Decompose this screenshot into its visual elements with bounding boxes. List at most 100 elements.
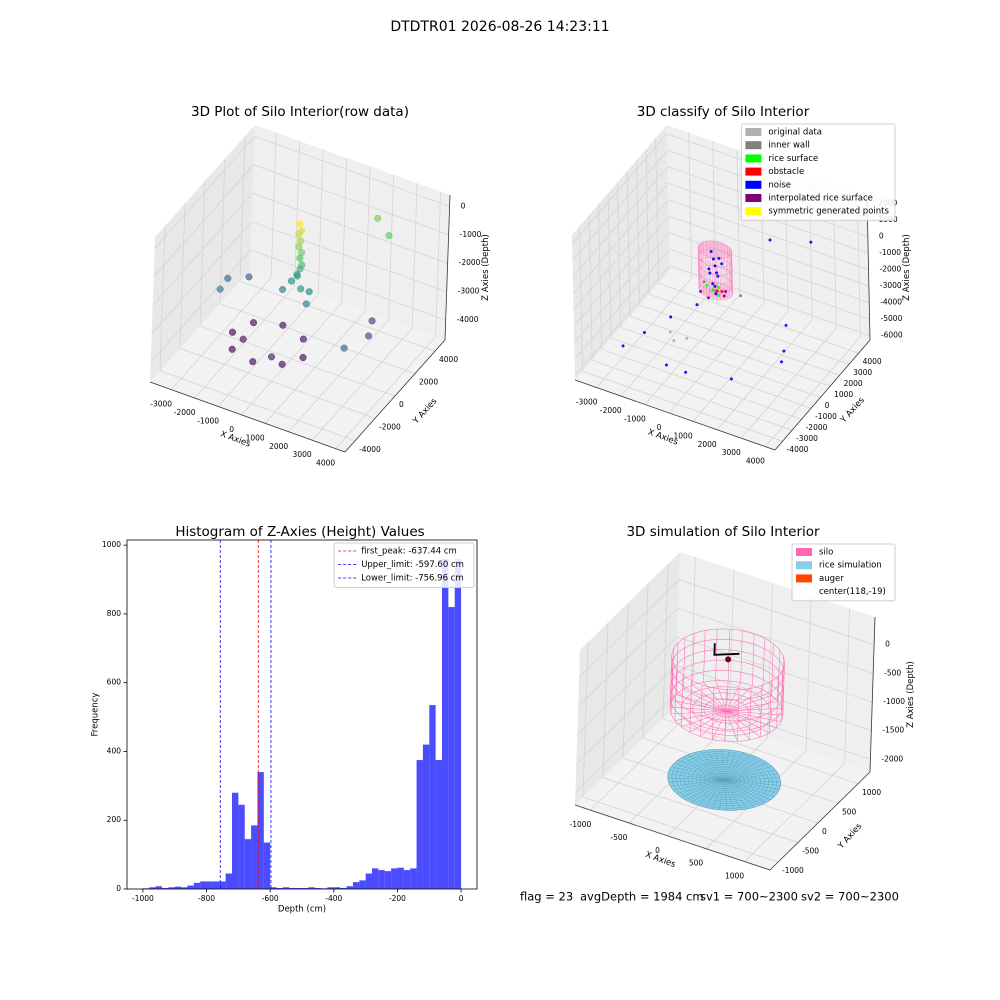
grid-line bbox=[644, 294, 741, 405]
bar bbox=[200, 881, 207, 889]
rice-spoke bbox=[711, 779, 725, 809]
grid-line bbox=[151, 221, 252, 334]
point bbox=[706, 296, 710, 300]
grid-line bbox=[364, 166, 371, 312]
bar bbox=[384, 871, 392, 889]
legend-label: inner wall bbox=[768, 141, 809, 151]
cylinder-edge bbox=[703, 241, 705, 283]
bar bbox=[225, 873, 232, 889]
legend-label: center(118,-19) bbox=[819, 587, 886, 597]
y-axis-label: Frequency bbox=[91, 693, 101, 737]
bar bbox=[193, 882, 201, 889]
grid-line bbox=[582, 796, 779, 863]
grid-line bbox=[179, 203, 186, 349]
bar bbox=[340, 887, 347, 889]
bar bbox=[429, 705, 436, 889]
grid-line bbox=[601, 348, 802, 420]
cylinder-spoke bbox=[681, 710, 727, 728]
z-tick-label: -1000 bbox=[460, 230, 482, 239]
cylinder-spoke bbox=[726, 707, 782, 712]
y-tick-label: -500 bbox=[802, 847, 819, 856]
bar bbox=[346, 886, 353, 889]
bar bbox=[308, 887, 315, 889]
cylinder-edge bbox=[676, 642, 679, 695]
grid-line bbox=[576, 636, 678, 736]
bar bbox=[403, 870, 411, 889]
rice-spoke bbox=[677, 759, 725, 781]
grid-line bbox=[435, 191, 442, 337]
legend-swatch bbox=[745, 194, 762, 202]
rice-spoke bbox=[707, 750, 725, 781]
point bbox=[720, 289, 724, 293]
rice-spoke bbox=[668, 779, 725, 783]
rice-spoke bbox=[704, 779, 725, 808]
bar bbox=[435, 760, 442, 889]
grid-line bbox=[629, 315, 831, 387]
legend-swatch bbox=[745, 180, 762, 189]
grid-line bbox=[668, 215, 870, 287]
legend-box bbox=[333, 542, 475, 588]
cylinder-ring bbox=[697, 248, 733, 268]
cylinder-spoke bbox=[726, 689, 764, 712]
x-tick-label: 3000 bbox=[293, 450, 312, 459]
legend-box bbox=[740, 123, 896, 221]
bar bbox=[333, 887, 341, 889]
rice-spoke bbox=[669, 770, 725, 781]
point bbox=[707, 267, 711, 271]
z-tick-label: -6000 bbox=[881, 331, 903, 340]
y-tick-label: -3000 bbox=[796, 434, 818, 443]
point bbox=[780, 360, 784, 364]
rice-spoke bbox=[719, 779, 725, 810]
cylinder-edge bbox=[730, 249, 733, 291]
bar bbox=[174, 886, 182, 889]
cylinder-spoke bbox=[726, 710, 783, 716]
z-tick-label: 0 bbox=[461, 201, 466, 210]
point bbox=[302, 300, 310, 308]
rice-spoke bbox=[687, 754, 725, 781]
bar bbox=[372, 868, 379, 889]
grid-line bbox=[199, 325, 396, 397]
x-tick-label: 4000 bbox=[746, 457, 765, 466]
point bbox=[720, 262, 724, 266]
z-tick-label: -2000 bbox=[880, 265, 902, 274]
rice-spoke bbox=[724, 779, 749, 809]
chart-title: 3D Plot of Silo Interior(row data) bbox=[191, 104, 409, 120]
bar bbox=[206, 881, 213, 889]
cylinder-edge bbox=[724, 244, 726, 286]
grid-line bbox=[572, 182, 669, 294]
bar bbox=[212, 881, 220, 889]
cylinder-spoke bbox=[726, 680, 729, 712]
cylinder-spoke bbox=[706, 290, 716, 298]
cylinder-spoke bbox=[703, 681, 727, 712]
bar bbox=[168, 887, 175, 889]
grid-line bbox=[582, 642, 589, 798]
cylinder-edge bbox=[740, 630, 743, 683]
y-tick-label: -2000 bbox=[379, 422, 401, 431]
z-axis bbox=[869, 616, 876, 773]
z-tick-label: 0 bbox=[879, 232, 884, 241]
y-tick-label: -1000 bbox=[815, 412, 837, 421]
y-tick-label: 800 bbox=[107, 609, 122, 618]
cylinder-spoke bbox=[671, 710, 727, 715]
bar bbox=[378, 870, 385, 889]
point bbox=[705, 283, 709, 287]
grid-line bbox=[668, 302, 765, 414]
bar bbox=[314, 887, 322, 889]
z-tick-label: -2000 bbox=[881, 754, 903, 763]
point bbox=[711, 288, 715, 292]
x-tick-label: -2000 bbox=[600, 406, 622, 415]
grid-line bbox=[219, 158, 226, 304]
bar bbox=[397, 867, 404, 889]
point bbox=[669, 315, 673, 319]
legend-label: interpolated rice surface bbox=[768, 194, 873, 204]
grid-line bbox=[579, 226, 583, 372]
x-tick-label: 0 bbox=[655, 846, 660, 855]
point bbox=[296, 220, 304, 228]
rice-spoke bbox=[680, 779, 725, 798]
x-tick-label: -1000 bbox=[197, 416, 219, 425]
point bbox=[782, 349, 786, 353]
cylinder-ring bbox=[670, 638, 785, 701]
grid-line bbox=[712, 141, 717, 287]
bar bbox=[162, 887, 169, 889]
bar bbox=[302, 887, 309, 889]
